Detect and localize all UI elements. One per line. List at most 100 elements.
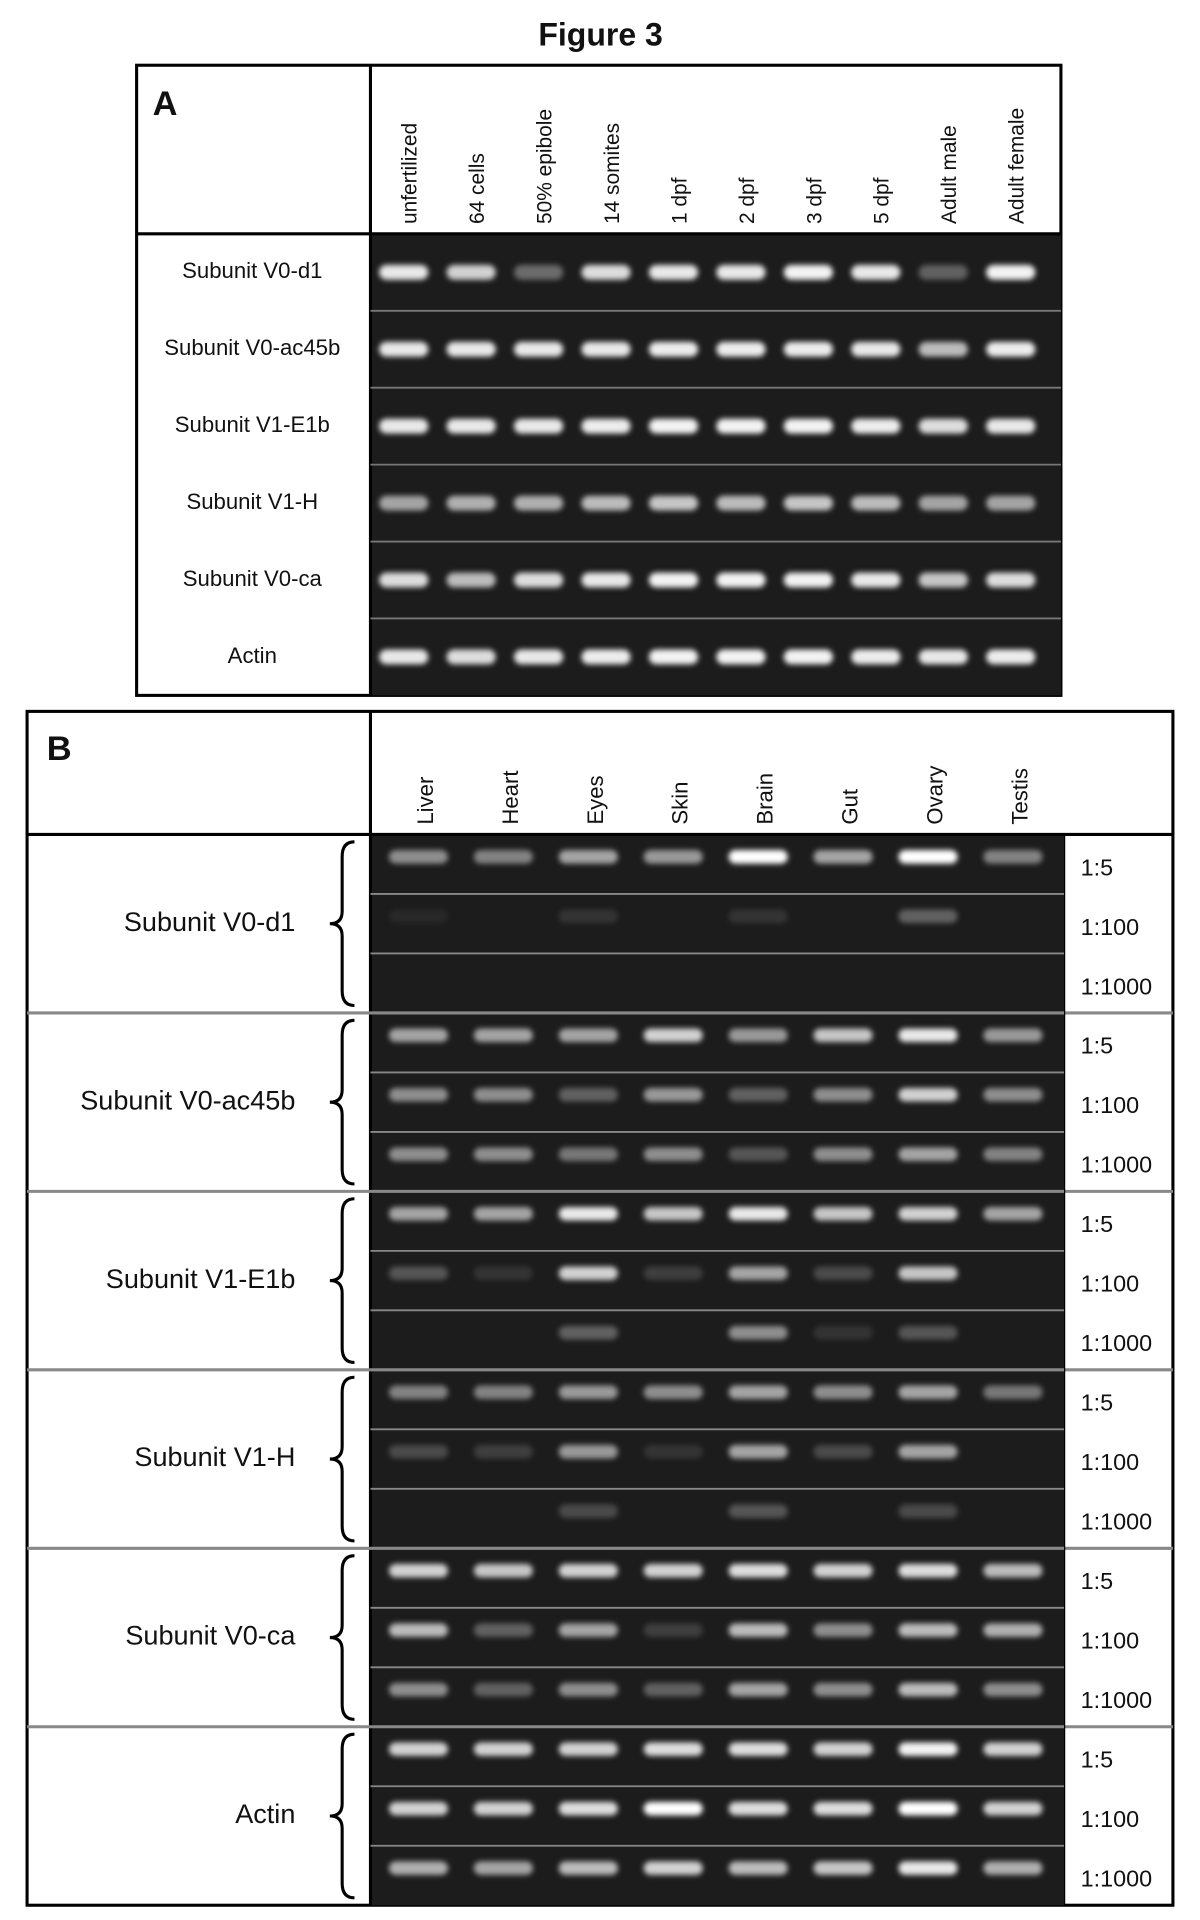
gel-band — [728, 1801, 788, 1816]
dilution-label: 1:100 — [1081, 914, 1140, 940]
dilution-label: 1:1000 — [1081, 1866, 1153, 1892]
gel-band — [643, 1742, 703, 1756]
gel-band — [388, 1742, 448, 1756]
panel-label: B — [47, 730, 72, 768]
gel-band — [728, 1682, 788, 1697]
gel-band — [983, 1623, 1043, 1637]
gel-band — [643, 850, 703, 864]
gel-band — [983, 1028, 1043, 1043]
gel-band — [643, 1266, 703, 1280]
column-label: 1 dpf — [668, 177, 691, 224]
gel-band — [813, 1623, 873, 1637]
gel-band — [898, 1325, 958, 1340]
gel-band — [783, 495, 833, 511]
gel-band — [898, 850, 958, 864]
gel-band — [918, 264, 968, 280]
brace — [329, 1554, 355, 1721]
gel-band — [513, 572, 564, 588]
gel-band — [898, 1563, 958, 1578]
group-label: Subunit V0-d1 — [124, 906, 296, 937]
gel-band — [513, 341, 564, 357]
gel-band — [558, 1801, 618, 1816]
gel-band — [473, 1028, 533, 1043]
gel-band — [379, 418, 429, 434]
gel-band — [379, 649, 429, 665]
dilution-label: 1:1000 — [1081, 1330, 1153, 1356]
brace — [329, 1732, 355, 1900]
gel-band — [783, 649, 833, 665]
gel-band — [558, 1147, 618, 1162]
group-label: Subunit V1-H — [134, 1441, 295, 1472]
gel-band — [898, 1147, 958, 1162]
gel-band — [558, 1742, 618, 1756]
dilution-label: 1:100 — [1081, 1092, 1140, 1118]
gel-band — [643, 1147, 703, 1162]
gel-band — [728, 1147, 788, 1162]
gel-band — [648, 418, 699, 434]
gel-band — [983, 1801, 1043, 1816]
gel-band — [446, 649, 496, 665]
column-label: 2 dpf — [736, 177, 759, 224]
gel-band — [983, 1147, 1043, 1162]
column-label: Eyes — [583, 775, 608, 824]
gel-band — [813, 1682, 873, 1697]
gel-band — [473, 1088, 533, 1102]
gel-band — [783, 572, 833, 588]
gel-band — [918, 418, 968, 434]
row-label: Subunit V1-H — [186, 489, 318, 514]
gel-band — [558, 1088, 618, 1102]
gel-band — [643, 1385, 703, 1399]
gel-band — [898, 1623, 958, 1637]
column-label: Testis — [1007, 768, 1032, 825]
column-label: 5 dpf — [871, 177, 894, 224]
gel-band — [716, 649, 766, 665]
gel-band — [388, 1206, 448, 1221]
gel-band — [851, 572, 901, 588]
gel-band — [648, 572, 699, 588]
gel-band — [813, 1861, 873, 1875]
dilution-label: 1:5 — [1081, 1390, 1114, 1416]
dilution-label: 1:1000 — [1081, 973, 1153, 999]
gel-band — [473, 1623, 533, 1637]
gel-band — [581, 649, 631, 665]
gel-band — [558, 1385, 618, 1399]
gel-band — [813, 1147, 873, 1162]
gel-band — [983, 1861, 1043, 1875]
gel-band — [379, 341, 429, 357]
gel-band — [983, 1742, 1043, 1756]
dilution-label: 1:100 — [1081, 1628, 1140, 1654]
gel-band — [388, 1682, 448, 1697]
gel-band — [513, 495, 564, 511]
dilution-label: 1:5 — [1081, 1211, 1114, 1237]
dilution-label: 1:5 — [1081, 1033, 1114, 1059]
column-label: Brain — [753, 773, 778, 825]
dilution-label: 1:1000 — [1081, 1152, 1153, 1178]
gel-band — [813, 1444, 873, 1459]
gel-band — [716, 264, 766, 280]
gel-band — [558, 850, 618, 864]
row-label: Subunit V0-ac45b — [164, 335, 340, 360]
gel-band — [813, 1742, 873, 1756]
gel-band — [558, 1563, 618, 1578]
gel-band — [918, 572, 968, 588]
gel-band — [986, 341, 1036, 357]
gel-band — [558, 1444, 618, 1459]
gel-band — [648, 264, 699, 280]
column-label: Adult female — [1006, 108, 1029, 224]
gel-band — [648, 495, 699, 511]
gel-band — [898, 1861, 958, 1875]
gel-band — [446, 495, 496, 511]
gel-band — [558, 1206, 618, 1221]
gel-band — [983, 1385, 1043, 1399]
gel-band — [898, 909, 958, 924]
gel-band — [643, 1028, 703, 1043]
gel-band — [851, 495, 901, 511]
gel-band — [379, 572, 429, 588]
gel-band — [986, 264, 1036, 280]
dilution-label: 1:1000 — [1081, 1509, 1153, 1535]
gel-band — [898, 1088, 958, 1102]
gel-band — [388, 1028, 448, 1043]
gel-band — [581, 418, 631, 434]
gel-band — [898, 1206, 958, 1221]
